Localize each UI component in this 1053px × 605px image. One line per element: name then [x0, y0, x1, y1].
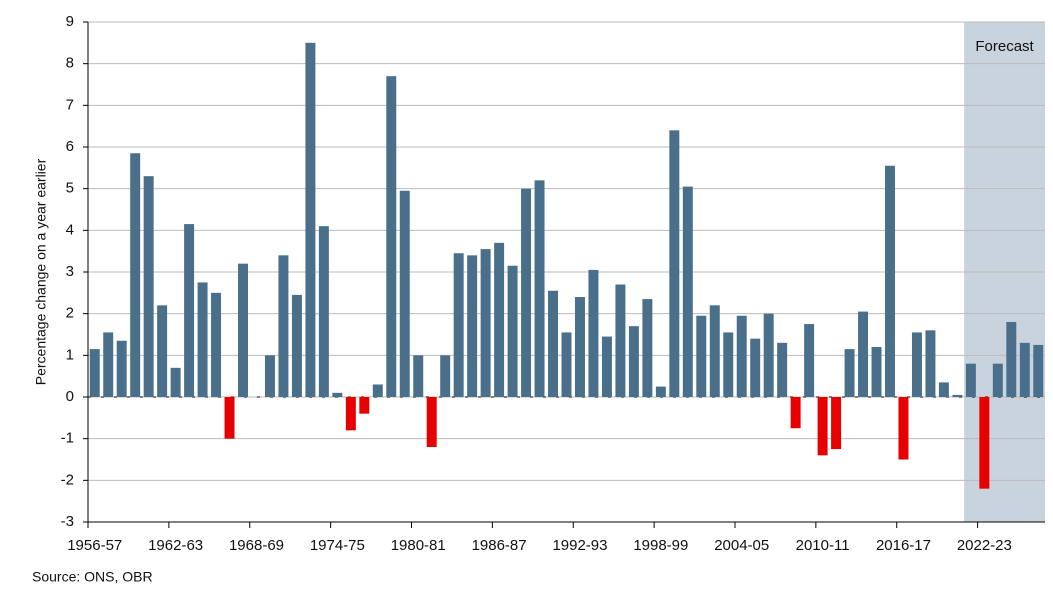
forecast-label: Forecast: [975, 38, 1034, 55]
bar: [480, 249, 491, 397]
bar: [574, 297, 585, 397]
bar: [790, 397, 801, 429]
bar: [871, 347, 882, 397]
bar: [642, 299, 653, 397]
bar: [911, 332, 922, 397]
bar: [264, 355, 275, 397]
y-axis-label: Percentage change on a year earlier: [33, 158, 49, 385]
bar: [628, 326, 639, 397]
x-tick-label: 2010-11: [796, 537, 850, 554]
bar: [548, 290, 559, 397]
bar: [588, 269, 599, 397]
bar: [561, 332, 572, 397]
bar: [1033, 344, 1044, 397]
x-tick-label: 1956-57: [67, 537, 122, 554]
x-tick-label: 1962-63: [148, 537, 203, 554]
bar: [952, 394, 963, 397]
bar: [938, 382, 949, 397]
bar: [979, 397, 990, 489]
bar: [777, 342, 788, 397]
bar: [507, 265, 518, 397]
y-tick-label: 5: [66, 180, 74, 197]
bar: [305, 42, 316, 397]
bar: [601, 336, 612, 397]
bar: [858, 311, 869, 397]
y-tick-label: 7: [66, 96, 74, 113]
bar: [750, 338, 761, 397]
bar: [965, 363, 976, 397]
bar: [521, 188, 532, 397]
bar: [359, 397, 370, 414]
bar: [885, 165, 895, 397]
bar: [399, 190, 410, 397]
bar: [197, 282, 208, 397]
x-tick-label: 1998-99: [633, 537, 688, 554]
x-tick-label: 2016-17: [876, 537, 931, 554]
y-tick-label: 3: [66, 263, 74, 280]
bar: [440, 355, 451, 397]
bar: [238, 263, 248, 397]
y-tick-label: -3: [61, 513, 74, 530]
bar: [831, 397, 842, 450]
bar: [669, 130, 680, 398]
bar: [709, 305, 720, 397]
bar: [723, 332, 734, 397]
bar: [224, 397, 235, 439]
y-tick-label: 0: [66, 388, 74, 405]
x-tick-label: 2004-05: [714, 537, 769, 554]
bar: [844, 349, 855, 397]
bar: [615, 284, 626, 397]
y-tick-label: 4: [66, 221, 74, 238]
bar: [925, 330, 936, 397]
bar: [534, 180, 545, 397]
bar: [494, 242, 505, 397]
bar: [291, 294, 302, 397]
bar: [211, 292, 222, 397]
bar: [372, 384, 383, 397]
source-note: Source: ONS, OBR: [32, 569, 153, 585]
bar: [682, 186, 693, 397]
bar: [696, 315, 707, 397]
bar: [736, 315, 747, 397]
bar: [655, 386, 666, 397]
bar: [170, 367, 181, 397]
bar: [184, 224, 195, 397]
bar: [143, 176, 154, 397]
bar: [453, 253, 464, 397]
bar: [426, 397, 437, 447]
bar: [103, 332, 114, 397]
x-tick-label: 1980-81: [391, 537, 446, 554]
bar: [817, 397, 828, 456]
bar: [318, 226, 329, 397]
bar: [804, 324, 815, 397]
y-tick-label: 6: [66, 138, 74, 155]
bar: [467, 255, 478, 397]
bar: [130, 153, 141, 397]
x-tick-label: 2022-23: [957, 537, 1012, 554]
bar: [278, 255, 289, 397]
bar: [386, 76, 397, 398]
x-tick-label: 1992-93: [552, 537, 607, 554]
y-tick-label: -1: [61, 430, 74, 447]
bar: [89, 349, 100, 397]
bar: [157, 305, 168, 397]
bar: [1019, 342, 1030, 397]
y-tick-label: 2: [66, 305, 74, 322]
bar: [763, 313, 774, 397]
bar: [413, 355, 424, 397]
y-tick-label: -2: [61, 471, 74, 488]
y-tick-label: 1: [66, 346, 74, 363]
bar: [116, 340, 127, 397]
x-tick-label: 1986-87: [472, 537, 527, 554]
x-tick-label: 1968-69: [229, 537, 284, 554]
bar: [345, 397, 356, 431]
y-tick-label: 8: [66, 55, 74, 72]
bar: [992, 363, 1003, 397]
bar: [1006, 322, 1017, 397]
y-tick-label: 9: [66, 13, 74, 30]
x-tick-label: 1974-75: [310, 537, 365, 554]
bar: [898, 397, 909, 460]
bar: [332, 392, 343, 397]
